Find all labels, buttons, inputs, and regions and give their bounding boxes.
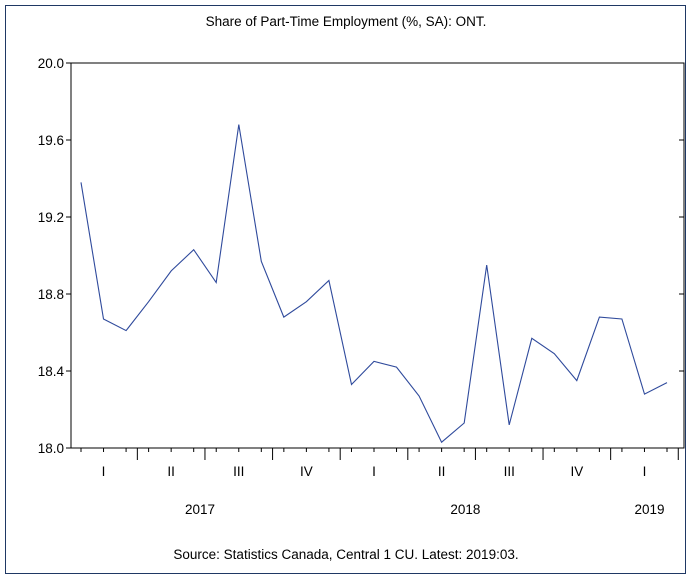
y-tick-label: 19.2 (38, 210, 64, 225)
plot-area (70, 62, 685, 449)
source-note: Source: Statistics Canada, Central 1 CU.… (173, 547, 518, 562)
data-point (170, 270, 172, 272)
data-point (125, 329, 127, 331)
data-point (531, 337, 533, 339)
x-quarter-label: I (643, 464, 647, 479)
data-point (350, 383, 352, 385)
x-year-label: 2018 (450, 502, 480, 517)
data-point (283, 316, 285, 318)
data-point (328, 279, 330, 281)
data-point (418, 395, 420, 397)
x-quarter-label: III (504, 464, 515, 479)
y-axis: 20.0 19.6 19.2 18.8 18.4 18.0 (38, 56, 684, 456)
data-point (102, 318, 104, 320)
data-point (508, 424, 510, 426)
x-quarter-label: II (438, 464, 446, 479)
data-point (260, 260, 262, 262)
data-point (192, 249, 194, 251)
data-point (238, 123, 240, 125)
x-quarter-label: II (167, 464, 175, 479)
data-point (643, 393, 645, 395)
series-line (80, 124, 668, 444)
line-chart: Share of Part-Time Employment (%, SA): O… (38, 14, 685, 562)
y-tick-label: 18.4 (38, 364, 65, 379)
x-quarter-label: III (233, 464, 244, 479)
x-quarter-label: IV (300, 464, 313, 479)
chart-frame: Share of Part-Time Employment (%, SA): O… (5, 5, 686, 574)
chart-title: Share of Part-Time Employment (%, SA): O… (206, 14, 487, 29)
data-point (666, 381, 668, 383)
y-tick-label: 18.8 (38, 287, 64, 302)
series-group (80, 123, 668, 444)
y-tick-label: 19.6 (38, 133, 64, 148)
x-quarter-label: I (372, 464, 376, 479)
data-point (440, 441, 442, 443)
data-point (305, 301, 307, 303)
data-point (598, 316, 600, 318)
data-point (80, 181, 82, 183)
x-quarter-label: IV (570, 464, 583, 479)
data-point (373, 360, 375, 362)
data-point (147, 301, 149, 303)
x-year-label: 2017 (185, 502, 215, 517)
data-point (215, 281, 217, 283)
y-tick-label: 20.0 (38, 56, 64, 71)
y-tick-label: 18.0 (38, 441, 64, 456)
data-point (621, 318, 623, 320)
data-point (395, 366, 397, 368)
data-point (576, 379, 578, 381)
data-point (485, 264, 487, 266)
x-quarter-label: I (102, 464, 106, 479)
x-year-label: 2019 (634, 502, 664, 517)
data-point (463, 422, 465, 424)
data-point (553, 352, 555, 354)
